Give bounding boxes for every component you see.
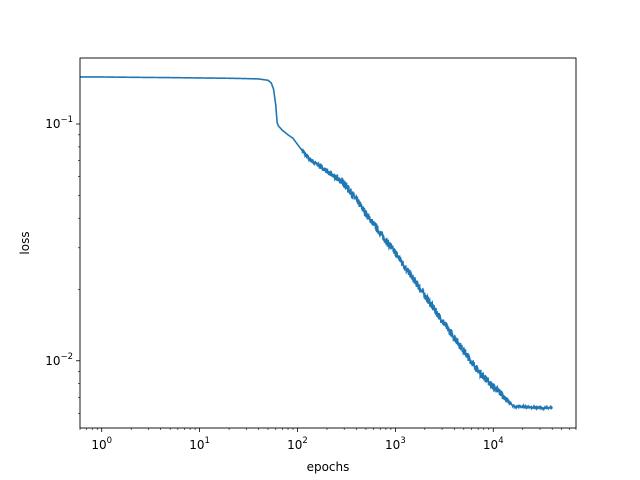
y-tick-label: 10−1 bbox=[45, 115, 73, 131]
x-axis-label: epochs bbox=[307, 460, 350, 474]
y-axis-label: loss bbox=[18, 231, 32, 254]
y-tick-label: 10−2 bbox=[45, 352, 73, 368]
x-tick-label: 104 bbox=[483, 436, 504, 452]
x-tick-label: 101 bbox=[189, 436, 210, 452]
x-tick-label: 102 bbox=[287, 436, 308, 452]
x-tick-label: 100 bbox=[91, 436, 112, 452]
axes-frame bbox=[79, 57, 577, 429]
x-tick-label: 103 bbox=[385, 436, 406, 452]
loss-series-line bbox=[80, 76, 553, 412]
axes-background bbox=[80, 58, 576, 428]
axis-ticks: 100 101 102 103 104 10−1 10−2 bbox=[45, 115, 577, 452]
